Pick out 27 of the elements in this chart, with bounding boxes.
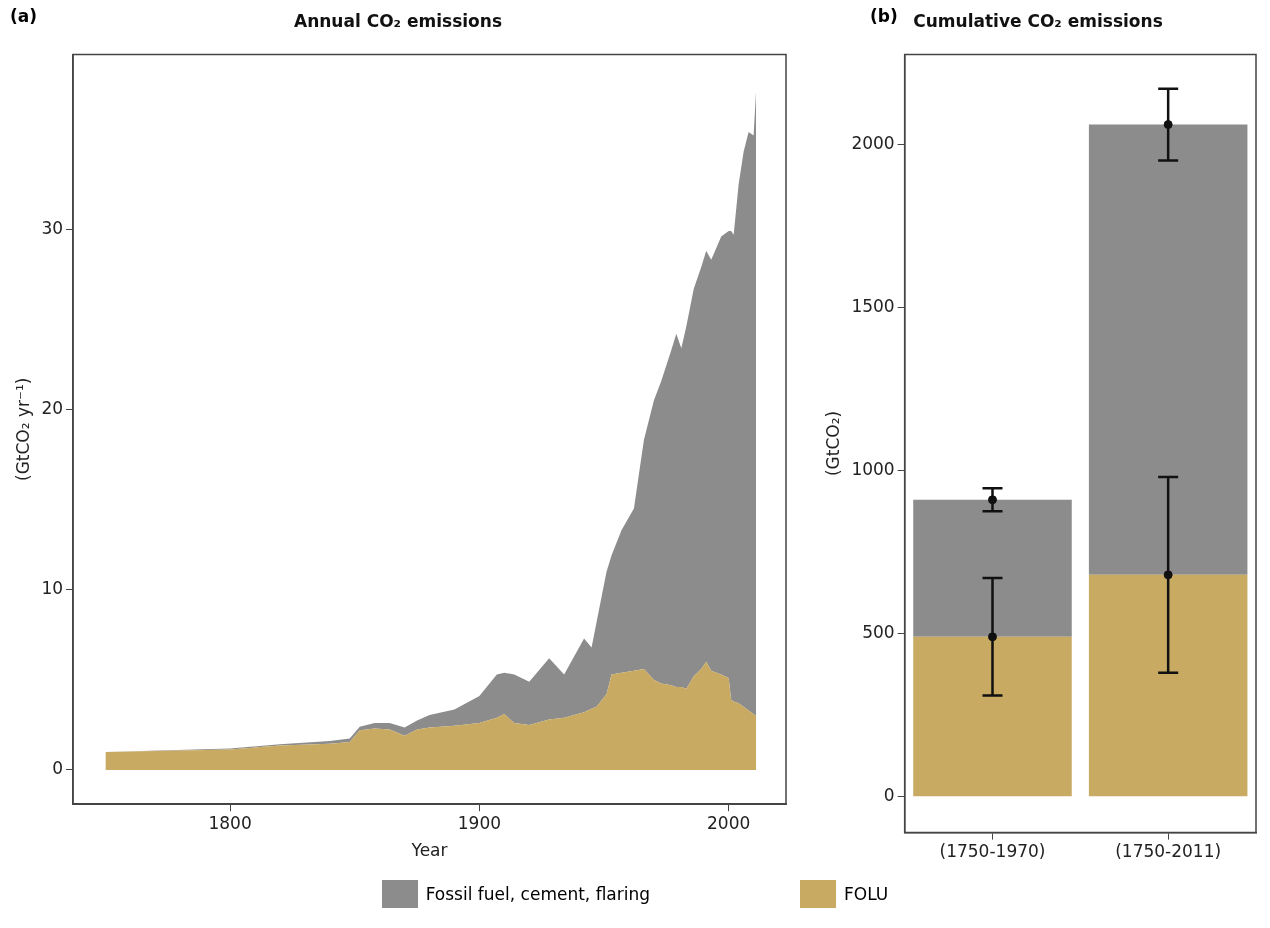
y-tick-label: 2000 [851,132,895,153]
chart-title: Cumulative CO₂ emissions [913,10,1163,31]
x-tick-label: 2000 [707,812,751,833]
y-axis-title: (GtCO₂ yr⁻¹) [12,377,33,482]
y-tick-label: 30 [41,217,64,238]
x-tick-label: (1750-2011) [1115,841,1222,862]
x-axis-title: Year [410,840,448,861]
y-tick-label: 1500 [851,295,895,316]
bar [1088,124,1248,575]
text: (b) [870,6,898,26]
x-tick-label: 1900 [457,812,502,833]
y-tick-label: 20 [41,397,64,418]
chart-title: Annual CO₂ emissions [293,10,503,31]
text: (a) [10,6,38,26]
legend-label: FOLU [844,884,889,904]
bar [913,636,1072,797]
legend-label: Fossil fuel, cement, flaring [425,884,651,904]
y-tick-label: 1000 [851,458,895,479]
y-axis-title: (GtCO₂) [822,410,843,477]
y-tick-label: 500 [862,621,895,642]
y-tick-label: 0 [883,785,895,806]
x-tick-label: (1750-1970) [939,841,1046,862]
y-tick-label: 0 [52,758,64,779]
bar [1088,574,1248,797]
y-tick-label: 10 [41,578,64,599]
bar [913,499,1072,637]
x-tick-label: 1800 [208,812,252,833]
